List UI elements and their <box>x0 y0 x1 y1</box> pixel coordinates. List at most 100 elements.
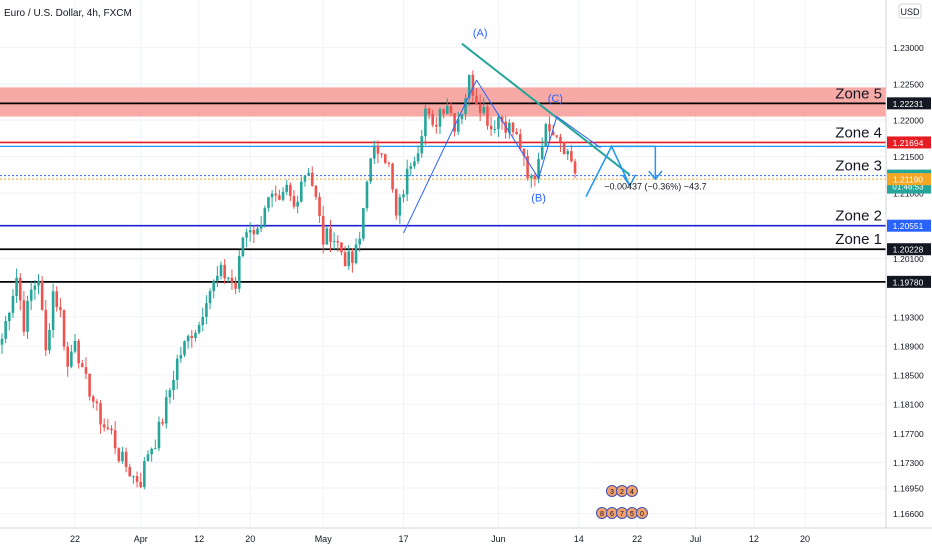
candle-body <box>529 175 533 179</box>
candle-body <box>267 197 270 209</box>
zone-label: Zone 1 <box>835 231 882 248</box>
price-tag <box>887 243 931 256</box>
candle-body <box>544 124 548 147</box>
x-tick-label: 20 <box>800 534 810 544</box>
candle-body <box>489 125 493 130</box>
currency-badge[interactable] <box>898 3 922 19</box>
candle-body <box>91 396 95 402</box>
y-tick-label: 1.16600 <box>893 509 924 519</box>
candle-body <box>33 285 37 290</box>
candle-body <box>314 185 318 197</box>
candle-body <box>431 114 434 125</box>
candle-body <box>559 136 562 142</box>
wave-label: (B) <box>531 193 546 205</box>
candle-body <box>259 225 263 229</box>
wave-label: (C) <box>548 93 563 105</box>
candle-body <box>453 113 456 132</box>
candle-body <box>307 172 310 176</box>
candle-body <box>194 332 197 338</box>
candle-body <box>533 175 537 180</box>
zone-label: Zone 2 <box>835 208 882 225</box>
candle-body <box>573 161 577 174</box>
candle-body <box>362 208 365 239</box>
drawing-layer: (A) (B) (C) −0.00437 (−0.36%) −43.7 <box>403 27 707 234</box>
candle-body <box>570 151 573 162</box>
candle-body <box>263 208 267 226</box>
price-tag-label: 1.22231 <box>893 99 924 109</box>
candle-body <box>325 228 329 245</box>
candle-body <box>420 136 424 154</box>
candle-body <box>135 476 139 482</box>
candle-body <box>234 282 237 289</box>
price-tag-label: 1.20228 <box>893 245 924 255</box>
y-tick-label: 1.18500 <box>893 371 924 381</box>
y-tick-label: 1.20100 <box>893 254 924 264</box>
candle-body <box>22 300 26 332</box>
price-tag <box>887 136 931 149</box>
candle-body <box>508 122 511 133</box>
candle-body <box>106 427 110 429</box>
candle-body <box>537 159 540 180</box>
y-tick-label: 1.22000 <box>893 116 924 126</box>
price-tag <box>887 219 931 232</box>
price-tag <box>887 173 931 186</box>
candle-body <box>343 252 347 267</box>
candle-body <box>124 451 128 468</box>
candle-body <box>241 237 245 257</box>
candle-body <box>383 154 387 163</box>
x-tick-label: 14 <box>574 534 584 544</box>
candle-body <box>219 264 223 276</box>
candle-body <box>55 291 59 308</box>
candle-body <box>274 193 278 196</box>
x-tick-label: Apr <box>134 534 148 544</box>
candle-body <box>190 335 194 338</box>
price-tag <box>887 275 931 288</box>
wave-line-d <box>556 116 601 149</box>
candle-body <box>139 481 142 487</box>
y-tick-label: 1.21500 <box>893 152 924 162</box>
candle-body <box>347 251 351 267</box>
candle-body <box>8 312 11 322</box>
price-tag-label: 1.19780 <box>893 277 924 287</box>
candle-body <box>70 351 73 367</box>
candle-body <box>18 277 22 301</box>
candle-body <box>522 148 526 157</box>
candle-body <box>62 310 66 347</box>
candle-body <box>515 131 518 135</box>
event-marker-label: 0 <box>640 511 644 518</box>
candle-body <box>424 108 427 137</box>
candle-body <box>332 241 336 243</box>
candle-body <box>303 175 307 182</box>
candle-body <box>562 141 566 155</box>
candle-body <box>40 280 44 310</box>
y-tick-label: 1.23000 <box>893 43 924 53</box>
y-tick-label: 1.18900 <box>893 341 924 351</box>
candle-body <box>296 201 299 207</box>
candle-body <box>51 291 55 330</box>
projection-arrow-2 <box>611 145 657 180</box>
candle-body <box>11 295 15 313</box>
candle-body <box>497 116 500 130</box>
event-marker-layer: 3 2 4 8 6 7 5 0 <box>596 485 648 519</box>
trend-line-upper <box>461 42 631 176</box>
y-tick-label: 1.16950 <box>893 483 924 493</box>
candle-body <box>186 335 190 342</box>
candle-body <box>205 303 208 317</box>
arrowhead-2 <box>648 170 663 181</box>
candle-body <box>77 340 80 364</box>
candle-body <box>143 461 146 487</box>
candle-body <box>449 105 453 114</box>
candle-body <box>237 256 241 289</box>
candle-body <box>227 277 230 279</box>
candle-body <box>329 228 332 243</box>
candle-body <box>197 324 201 333</box>
zone-label: Zone 3 <box>835 158 882 175</box>
event-marker <box>626 485 638 497</box>
wave-line-c <box>538 116 558 179</box>
candle-body <box>442 109 445 114</box>
candle-body <box>113 430 117 449</box>
candle-body <box>394 189 398 216</box>
candle-body <box>168 390 172 398</box>
candle-body <box>493 129 497 131</box>
candle-body <box>179 355 183 359</box>
